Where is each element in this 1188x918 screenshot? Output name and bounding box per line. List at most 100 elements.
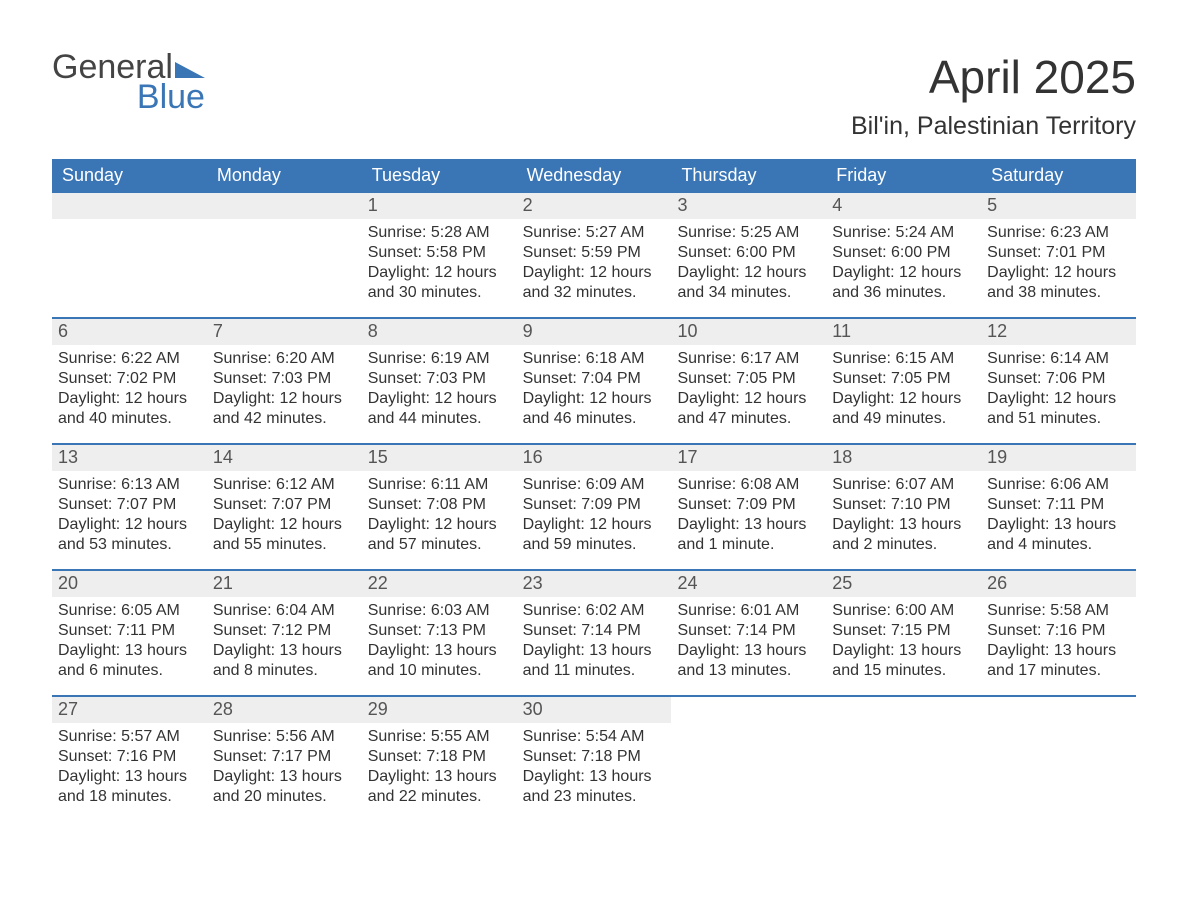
calendar-day: 21Sunrise: 6:04 AMSunset: 7:12 PMDayligh… bbox=[207, 571, 362, 695]
sunset-line: Sunset: 6:00 PM bbox=[832, 243, 975, 263]
sunset-line: Sunset: 7:16 PM bbox=[58, 747, 201, 767]
day-number: 16 bbox=[517, 445, 672, 471]
calendar-day: 23Sunrise: 6:02 AMSunset: 7:14 PMDayligh… bbox=[517, 571, 672, 695]
sunset-line: Sunset: 7:10 PM bbox=[832, 495, 975, 515]
day-number: 22 bbox=[362, 571, 517, 597]
calendar-day: 30Sunrise: 5:54 AMSunset: 7:18 PMDayligh… bbox=[517, 697, 672, 821]
calendar-day: 24Sunrise: 6:01 AMSunset: 7:14 PMDayligh… bbox=[671, 571, 826, 695]
day-body: Sunrise: 6:08 AMSunset: 7:09 PMDaylight:… bbox=[671, 471, 826, 555]
day-number: 20 bbox=[52, 571, 207, 597]
calendar-day: 10Sunrise: 6:17 AMSunset: 7:05 PMDayligh… bbox=[671, 319, 826, 443]
daylight-line: Daylight: 13 hours and 18 minutes. bbox=[58, 767, 201, 807]
day-header: Sunday bbox=[52, 159, 207, 193]
sunrise-line: Sunrise: 6:06 AM bbox=[987, 475, 1130, 495]
daylight-line: Daylight: 12 hours and 51 minutes. bbox=[987, 389, 1130, 429]
daylight-line: Daylight: 12 hours and 38 minutes. bbox=[987, 263, 1130, 303]
calendar-day: 14Sunrise: 6:12 AMSunset: 7:07 PMDayligh… bbox=[207, 445, 362, 569]
daylight-line: Daylight: 12 hours and 47 minutes. bbox=[677, 389, 820, 429]
sunrise-line: Sunrise: 5:56 AM bbox=[213, 727, 356, 747]
day-number: 9 bbox=[517, 319, 672, 345]
sunset-line: Sunset: 5:58 PM bbox=[368, 243, 511, 263]
sunset-line: Sunset: 7:03 PM bbox=[368, 369, 511, 389]
day-number: 18 bbox=[826, 445, 981, 471]
day-number: 7 bbox=[207, 319, 362, 345]
sunrise-line: Sunrise: 6:08 AM bbox=[677, 475, 820, 495]
sunset-line: Sunset: 7:14 PM bbox=[677, 621, 820, 641]
day-number: 15 bbox=[362, 445, 517, 471]
calendar-week: 27Sunrise: 5:57 AMSunset: 7:16 PMDayligh… bbox=[52, 695, 1136, 821]
sunrise-line: Sunrise: 6:11 AM bbox=[368, 475, 511, 495]
calendar-day: 4Sunrise: 5:24 AMSunset: 6:00 PMDaylight… bbox=[826, 193, 981, 317]
sunset-line: Sunset: 7:09 PM bbox=[523, 495, 666, 515]
sunset-line: Sunset: 5:59 PM bbox=[523, 243, 666, 263]
day-body: Sunrise: 5:24 AMSunset: 6:00 PMDaylight:… bbox=[826, 219, 981, 303]
calendar-day: 18Sunrise: 6:07 AMSunset: 7:10 PMDayligh… bbox=[826, 445, 981, 569]
sunrise-line: Sunrise: 6:05 AM bbox=[58, 601, 201, 621]
day-header: Wednesday bbox=[517, 159, 672, 193]
daylight-line: Daylight: 12 hours and 59 minutes. bbox=[523, 515, 666, 555]
calendar-day: 7Sunrise: 6:20 AMSunset: 7:03 PMDaylight… bbox=[207, 319, 362, 443]
sunrise-line: Sunrise: 6:13 AM bbox=[58, 475, 201, 495]
logo-word2: Blue bbox=[52, 80, 205, 114]
sunrise-line: Sunrise: 6:17 AM bbox=[677, 349, 820, 369]
sunrise-line: Sunrise: 6:02 AM bbox=[523, 601, 666, 621]
daylight-line: Daylight: 12 hours and 49 minutes. bbox=[832, 389, 975, 429]
calendar-day: 6Sunrise: 6:22 AMSunset: 7:02 PMDaylight… bbox=[52, 319, 207, 443]
calendar-day: 9Sunrise: 6:18 AMSunset: 7:04 PMDaylight… bbox=[517, 319, 672, 443]
day-number: 14 bbox=[207, 445, 362, 471]
day-number bbox=[52, 193, 207, 219]
sunrise-line: Sunrise: 5:58 AM bbox=[987, 601, 1130, 621]
day-number: 26 bbox=[981, 571, 1136, 597]
calendar-day: 1Sunrise: 5:28 AMSunset: 5:58 PMDaylight… bbox=[362, 193, 517, 317]
daylight-line: Daylight: 13 hours and 8 minutes. bbox=[213, 641, 356, 681]
sunrise-line: Sunrise: 5:57 AM bbox=[58, 727, 201, 747]
daylight-line: Daylight: 13 hours and 1 minute. bbox=[677, 515, 820, 555]
day-header: Tuesday bbox=[362, 159, 517, 193]
sunrise-line: Sunrise: 6:20 AM bbox=[213, 349, 356, 369]
calendar-day: 29Sunrise: 5:55 AMSunset: 7:18 PMDayligh… bbox=[362, 697, 517, 821]
sunset-line: Sunset: 7:07 PM bbox=[58, 495, 201, 515]
day-number: 2 bbox=[517, 193, 672, 219]
day-body: Sunrise: 5:57 AMSunset: 7:16 PMDaylight:… bbox=[52, 723, 207, 807]
sunrise-line: Sunrise: 6:03 AM bbox=[368, 601, 511, 621]
page-subtitle: Bil'in, Palestinian Territory bbox=[851, 112, 1136, 141]
header-row: General Blue April 2025 Bil'in, Palestin… bbox=[52, 50, 1136, 141]
day-body: Sunrise: 5:56 AMSunset: 7:17 PMDaylight:… bbox=[207, 723, 362, 807]
logo: General Blue bbox=[52, 50, 205, 114]
sunrise-line: Sunrise: 6:22 AM bbox=[58, 349, 201, 369]
day-body: Sunrise: 6:01 AMSunset: 7:14 PMDaylight:… bbox=[671, 597, 826, 681]
day-body: Sunrise: 6:00 AMSunset: 7:15 PMDaylight:… bbox=[826, 597, 981, 681]
day-number: 21 bbox=[207, 571, 362, 597]
page-title: April 2025 bbox=[851, 50, 1136, 104]
daylight-line: Daylight: 12 hours and 40 minutes. bbox=[58, 389, 201, 429]
day-number: 30 bbox=[517, 697, 672, 723]
day-body: Sunrise: 6:12 AMSunset: 7:07 PMDaylight:… bbox=[207, 471, 362, 555]
sunset-line: Sunset: 7:11 PM bbox=[987, 495, 1130, 515]
sunrise-line: Sunrise: 6:15 AM bbox=[832, 349, 975, 369]
sunrise-line: Sunrise: 6:12 AM bbox=[213, 475, 356, 495]
title-block: April 2025 Bil'in, Palestinian Territory bbox=[851, 50, 1136, 141]
calendar-day: 25Sunrise: 6:00 AMSunset: 7:15 PMDayligh… bbox=[826, 571, 981, 695]
sunset-line: Sunset: 7:16 PM bbox=[987, 621, 1130, 641]
sunrise-line: Sunrise: 5:55 AM bbox=[368, 727, 511, 747]
daylight-line: Daylight: 12 hours and 30 minutes. bbox=[368, 263, 511, 303]
day-number: 3 bbox=[671, 193, 826, 219]
sunrise-line: Sunrise: 5:28 AM bbox=[368, 223, 511, 243]
sunset-line: Sunset: 7:14 PM bbox=[523, 621, 666, 641]
calendar-day: 2Sunrise: 5:27 AMSunset: 5:59 PMDaylight… bbox=[517, 193, 672, 317]
daylight-line: Daylight: 13 hours and 4 minutes. bbox=[987, 515, 1130, 555]
day-number: 13 bbox=[52, 445, 207, 471]
calendar-day: 22Sunrise: 6:03 AMSunset: 7:13 PMDayligh… bbox=[362, 571, 517, 695]
sunset-line: Sunset: 7:15 PM bbox=[832, 621, 975, 641]
calendar-day: 8Sunrise: 6:19 AMSunset: 7:03 PMDaylight… bbox=[362, 319, 517, 443]
daylight-line: Daylight: 13 hours and 23 minutes. bbox=[523, 767, 666, 807]
calendar-week: 1Sunrise: 5:28 AMSunset: 5:58 PMDaylight… bbox=[52, 193, 1136, 317]
day-body: Sunrise: 6:14 AMSunset: 7:06 PMDaylight:… bbox=[981, 345, 1136, 429]
sunrise-line: Sunrise: 5:54 AM bbox=[523, 727, 666, 747]
sunset-line: Sunset: 7:04 PM bbox=[523, 369, 666, 389]
day-body: Sunrise: 5:54 AMSunset: 7:18 PMDaylight:… bbox=[517, 723, 672, 807]
day-number: 10 bbox=[671, 319, 826, 345]
day-body: Sunrise: 6:22 AMSunset: 7:02 PMDaylight:… bbox=[52, 345, 207, 429]
calendar-day: 16Sunrise: 6:09 AMSunset: 7:09 PMDayligh… bbox=[517, 445, 672, 569]
day-number: 27 bbox=[52, 697, 207, 723]
